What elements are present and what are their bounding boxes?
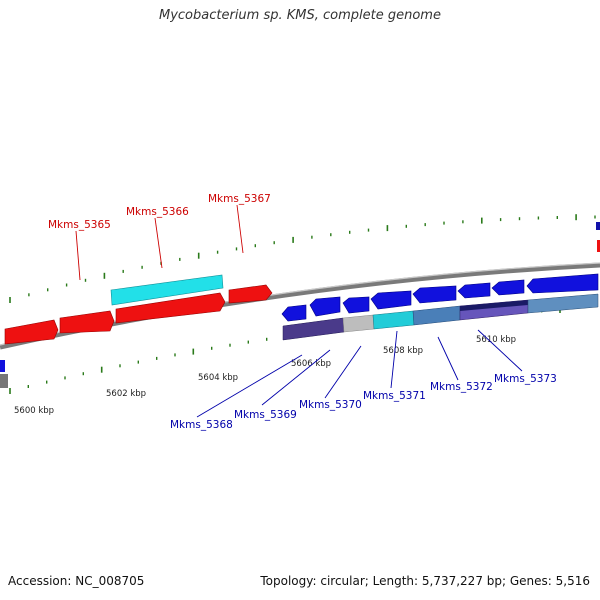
feature-segment[interactable] <box>412 305 461 326</box>
reverse-gene-arrow[interactable] <box>309 296 341 317</box>
gene-label-mkms-5367[interactable]: Mkms_5367 <box>208 193 271 205</box>
feature-track <box>282 293 599 341</box>
reverse-gene-arrow[interactable] <box>457 282 491 299</box>
forward-gene-arrow[interactable] <box>4 319 59 345</box>
partial-forward-right <box>597 240 600 252</box>
gene-label-mkms-5372[interactable]: Mkms_5372 <box>430 381 493 393</box>
kbp-label: 5604 kbp <box>198 373 238 383</box>
forward-gene-arrow[interactable] <box>115 292 226 324</box>
gene-label-mkms-5366[interactable]: Mkms_5366 <box>126 206 189 218</box>
reverse-gene-arrow[interactable] <box>370 290 412 310</box>
forward-gene-labels: Mkms_5365 Mkms_5366 Mkms_5367 <box>48 193 271 231</box>
gene-label-mkms-5370[interactable]: Mkms_5370 <box>299 399 362 411</box>
feature-segment[interactable] <box>342 314 375 333</box>
reverse-gene-arrow[interactable] <box>412 285 457 304</box>
forward-gene-track <box>4 274 273 345</box>
gene-label-mkms-5369[interactable]: Mkms_5369 <box>234 409 297 421</box>
reverse-gene-arrow[interactable] <box>342 296 370 314</box>
leader-line <box>390 330 398 389</box>
leader-line <box>324 345 362 399</box>
accession-text: Accession: NC_008705 <box>8 574 145 588</box>
feature-segment[interactable] <box>282 317 345 341</box>
leader-line <box>236 204 244 254</box>
gene-label-mkms-5371[interactable]: Mkms_5371 <box>363 390 426 402</box>
kbp-label: 5608 kbp <box>383 346 423 356</box>
kbp-label: 5606 kbp <box>291 359 331 369</box>
feature-segment[interactable] <box>527 293 599 314</box>
kbp-scale-labels: 5600 kbp 5602 kbp 5604 kbp 5606 kbp 5608… <box>14 335 516 416</box>
feature-segment[interactable] <box>460 300 528 311</box>
partial-reverse-gene-left <box>0 360 5 372</box>
leader-line <box>477 329 523 372</box>
leader-line <box>196 354 303 418</box>
genome-stats-text: Topology: circular; Length: 5,737,227 bp… <box>260 574 590 588</box>
reverse-gene-arrow[interactable] <box>281 304 307 322</box>
reverse-gene-track <box>281 273 599 322</box>
forward-gene-arrow[interactable] <box>59 310 115 334</box>
leader-line <box>261 349 331 406</box>
kbp-label: 5602 kbp <box>106 389 146 399</box>
outer-tick-scale <box>9 214 596 303</box>
leader-line <box>75 230 81 281</box>
feature-segment[interactable] <box>372 310 415 330</box>
partial-track-right <box>596 222 600 230</box>
kbp-label: 5600 kbp <box>14 406 54 416</box>
gene-label-mkms-5373[interactable]: Mkms_5373 <box>494 373 557 385</box>
forward-gene-arrow[interactable] <box>228 284 273 304</box>
gene-label-mkms-5365[interactable]: Mkms_5365 <box>48 219 111 231</box>
gene-label-mkms-5368[interactable]: Mkms_5368 <box>170 419 233 431</box>
highlighted-gene-segment[interactable] <box>110 274 224 306</box>
partial-track-left <box>0 374 8 388</box>
reverse-gene-labels: Mkms_5368 Mkms_5369 Mkms_5370 Mkms_5371 … <box>170 373 557 431</box>
forward-label-leaders <box>75 204 244 281</box>
page-title: Mycobacterium sp. KMS, complete genome <box>159 8 441 23</box>
reverse-gene-arrow[interactable] <box>491 279 525 296</box>
kbp-label: 5610 kbp <box>476 335 516 345</box>
leader-line <box>437 336 459 381</box>
reverse-gene-arrow[interactable] <box>526 273 599 294</box>
reverse-label-leaders <box>196 329 523 418</box>
leader-line <box>154 217 163 269</box>
